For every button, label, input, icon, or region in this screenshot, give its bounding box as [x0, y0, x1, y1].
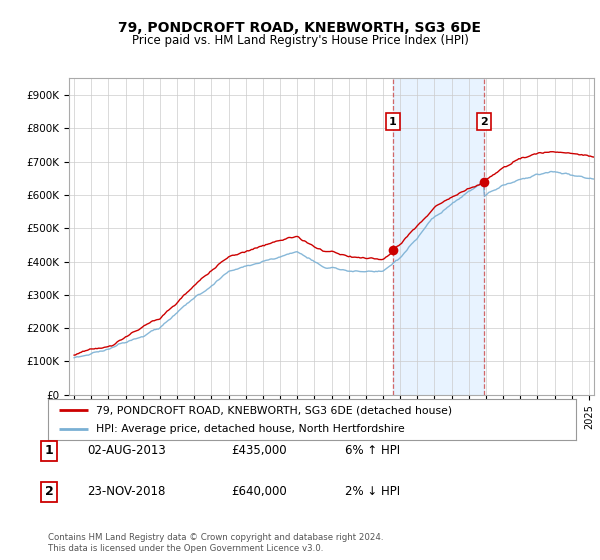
- Bar: [393, 78, 484, 395]
- Text: 79, PONDCROFT ROAD, KNEBWORTH, SG3 6DE (detached house): 79, PONDCROFT ROAD, KNEBWORTH, SG3 6DE (…: [95, 405, 452, 415]
- Text: 1: 1: [389, 116, 397, 127]
- Text: HPI: Average price, detached house, North Hertfordshire: HPI: Average price, detached house, Nort…: [95, 424, 404, 433]
- Text: 1: 1: [45, 444, 53, 458]
- Text: 23-NOV-2018: 23-NOV-2018: [87, 485, 166, 498]
- Text: 6% ↑ HPI: 6% ↑ HPI: [345, 444, 400, 458]
- Text: 2: 2: [481, 116, 488, 127]
- Text: 2: 2: [45, 485, 53, 498]
- Text: 79, PONDCROFT ROAD, KNEBWORTH, SG3 6DE: 79, PONDCROFT ROAD, KNEBWORTH, SG3 6DE: [119, 21, 482, 35]
- Text: 02-AUG-2013: 02-AUG-2013: [87, 444, 166, 458]
- Text: £435,000: £435,000: [231, 444, 287, 458]
- Text: £640,000: £640,000: [231, 485, 287, 498]
- Text: Contains HM Land Registry data © Crown copyright and database right 2024.
This d: Contains HM Land Registry data © Crown c…: [48, 533, 383, 553]
- Text: 2% ↓ HPI: 2% ↓ HPI: [345, 485, 400, 498]
- Text: Price paid vs. HM Land Registry's House Price Index (HPI): Price paid vs. HM Land Registry's House …: [131, 34, 469, 46]
